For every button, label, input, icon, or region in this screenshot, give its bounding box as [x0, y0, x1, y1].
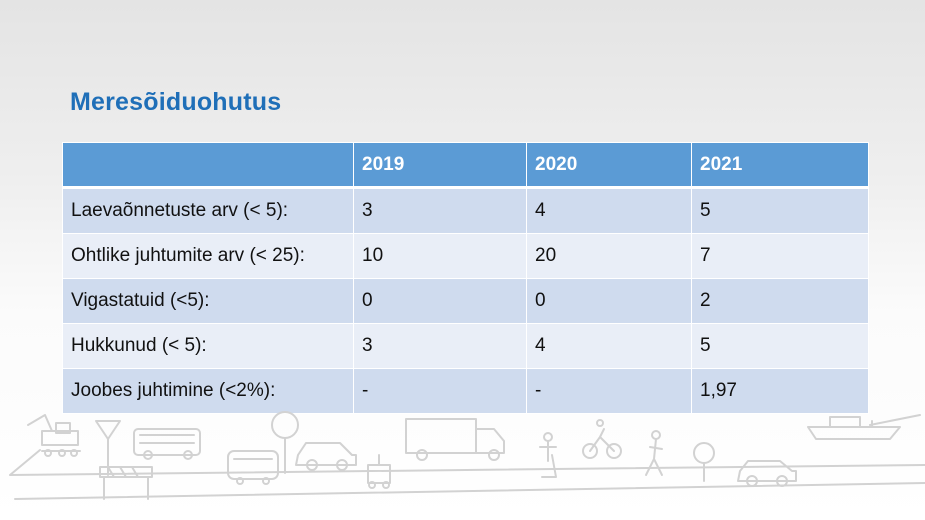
yield-sign-icon	[95, 420, 121, 476]
table-cell: 5	[691, 323, 869, 369]
table-row: Hukkunud (< 5): 3 4 5	[62, 323, 869, 369]
row-label: Ohtlike juhtumite arv (< 25):	[62, 233, 354, 279]
table-cell: 3	[353, 187, 527, 234]
ground-line	[869, 414, 921, 426]
tree-icon	[271, 411, 299, 474]
table-row: Laevaõnnetuste arv (< 5): 3 4 5	[62, 187, 869, 234]
table-cell: -	[526, 368, 692, 414]
ground-line	[9, 449, 925, 476]
car-icon	[295, 442, 357, 471]
scooter-rider-icon	[539, 432, 557, 478]
table-header-row: 2019 2020 2021	[62, 142, 869, 189]
table-cell: 5	[691, 187, 869, 234]
delivery-robot-icon	[227, 450, 391, 489]
truck-icon	[405, 418, 505, 461]
table-cell: 4	[526, 187, 692, 234]
table-cell: 0	[353, 278, 527, 324]
header-cell-2020: 2020	[526, 142, 692, 189]
table-row: Vigastatuid (<5): 0 0 2	[62, 278, 869, 324]
cyclist-icon	[582, 419, 622, 459]
tree-icon	[693, 442, 715, 482]
statistics-table: 2019 2020 2021 Laevaõnnetuste arv (< 5):…	[62, 142, 869, 414]
table-cell: 1,97	[691, 368, 869, 414]
table-cell: 4	[526, 323, 692, 369]
traffic-barrier-icon	[99, 466, 153, 500]
table-cell: 2	[691, 278, 869, 324]
slide-title: Meresõiduohutus	[70, 88, 282, 116]
table-cell: 3	[353, 323, 527, 369]
ship-icon	[807, 416, 901, 440]
pedestrian-icon	[645, 430, 663, 476]
table-row: Ohtlike juhtumite arv (< 25): 10 20 7	[62, 233, 869, 279]
header-cell-label	[62, 142, 354, 189]
table-cell: 0	[526, 278, 692, 324]
table-cell: 10	[353, 233, 527, 279]
bus-icon	[133, 428, 201, 460]
row-label: Joobes juhtimine (<2%):	[62, 368, 354, 414]
excavator-icon	[27, 414, 81, 457]
header-cell-2019: 2019	[353, 142, 527, 189]
table-cell: 20	[526, 233, 692, 279]
traffic-illustration	[9, 411, 925, 500]
car-icon	[737, 460, 797, 487]
row-label: Laevaõnnetuste arv (< 5):	[62, 187, 354, 234]
header-cell-2021: 2021	[691, 142, 869, 189]
ground-line	[14, 482, 925, 500]
row-label: Vigastatuid (<5):	[62, 278, 354, 324]
table-row: Joobes juhtimine (<2%): - - 1,97	[62, 368, 869, 414]
table-cell: 7	[691, 233, 869, 279]
row-label: Hukkunud (< 5):	[62, 323, 354, 369]
